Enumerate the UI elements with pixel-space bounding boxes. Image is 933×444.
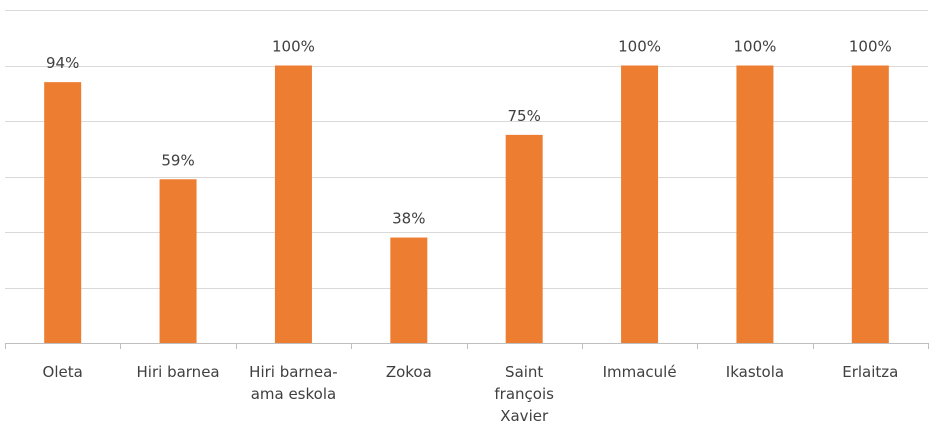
x-tick-label: Immaculé [603, 363, 677, 381]
data-label: 100% [849, 38, 892, 56]
bar [44, 82, 82, 344]
x-tick-label: Zokoa [386, 363, 432, 381]
bar [505, 134, 543, 343]
data-label: 100% [733, 38, 776, 56]
x-tick-label: Hiri barnea-ama eskola [249, 363, 338, 403]
x-tick-label: Saint françois Xavier [494, 363, 554, 425]
data-label: 100% [618, 38, 661, 56]
x-tick-label: Hiri barnea [137, 363, 220, 381]
data-label: 75% [508, 107, 541, 125]
data-label: 38% [392, 210, 425, 228]
gridlines [5, 10, 928, 289]
bar [736, 65, 774, 343]
data-labels: 94% 59% 100% 38% 75% 100% 100% 100% [46, 38, 892, 228]
x-tick-label: Erlaitza [842, 363, 898, 381]
x-tick-label: Oleta [43, 363, 83, 381]
bar [274, 65, 312, 343]
x-axis: Oleta Hiri barnea Hiri barnea-ama eskola Zo… [5, 343, 929, 425]
bars [44, 65, 889, 344]
x-tick-label: Ikastola [726, 363, 784, 381]
data-label: 100% [272, 38, 315, 56]
data-label: 94% [46, 54, 79, 72]
bar [390, 237, 428, 343]
bar [159, 179, 197, 343]
bar [621, 65, 659, 343]
bar [851, 65, 889, 343]
data-label: 59% [161, 151, 194, 169]
